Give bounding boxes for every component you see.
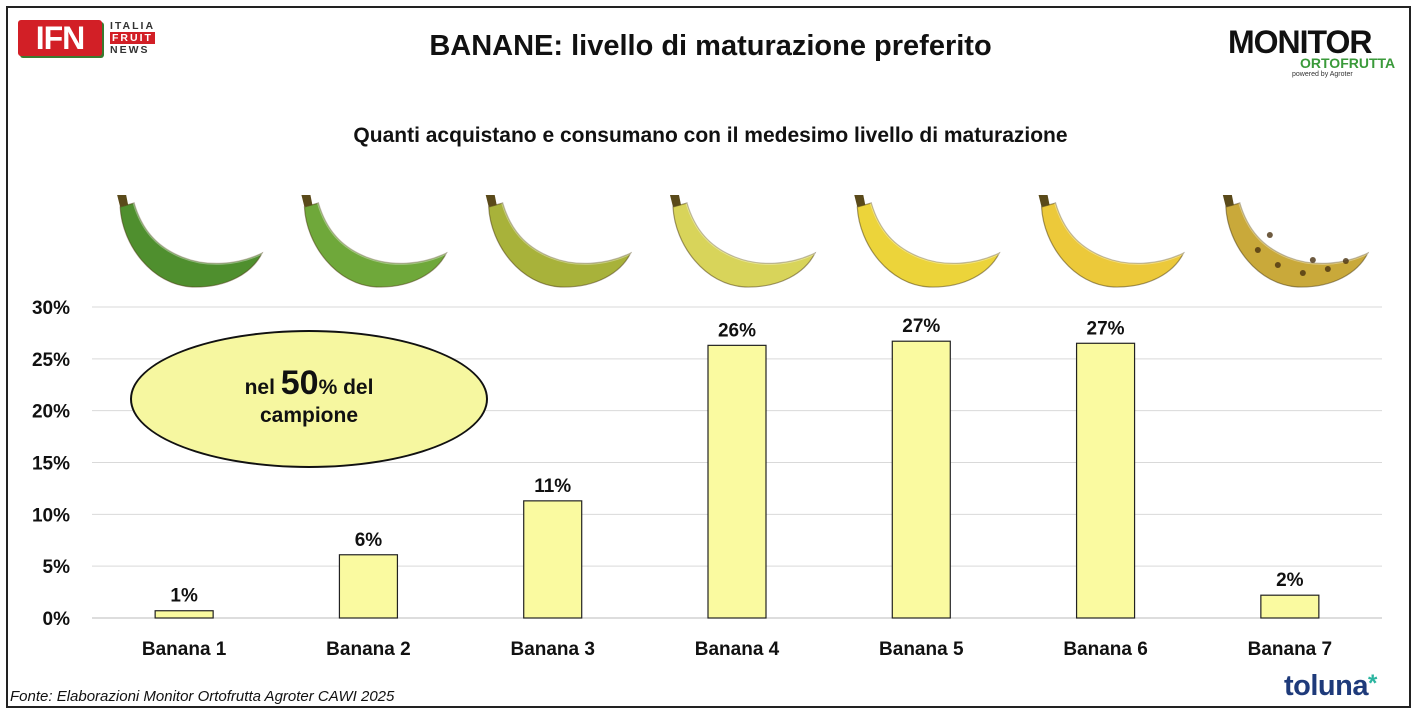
callout-big-number: 50	[280, 363, 319, 402]
bar	[1260, 594, 1320, 619]
y-tick-label: 15%	[32, 454, 70, 475]
y-tick-label: 0%	[43, 609, 71, 630]
data-label: 11%	[534, 476, 571, 497]
ifn-logo-line3: NEWS	[110, 44, 150, 56]
chart-title: BANANE: livello di maturazione preferito	[429, 30, 992, 62]
data-label: 2%	[1276, 570, 1304, 591]
data-label: 27%	[1087, 318, 1125, 339]
banana-images	[117, 195, 1370, 288]
bar	[891, 340, 951, 619]
monitor-logo-sub: ORTOFRUTTA	[1300, 55, 1396, 71]
source-note: Fonte: Elaborazioni Monitor Ortofrutta A…	[10, 688, 395, 705]
data-label: 27%	[902, 316, 940, 337]
data-label: 26%	[718, 320, 756, 341]
x-category-label: Banana 6	[1063, 639, 1147, 660]
x-category-label: Banana 1	[142, 639, 227, 660]
x-category-label: Banana 5	[879, 639, 964, 660]
y-tick-label: 10%	[32, 505, 70, 526]
banana-icon	[854, 195, 1001, 288]
toluna-logo: toluna*	[1284, 670, 1377, 703]
data-labels: 1% 6% 11% 26% 27% 27% 2%	[170, 316, 1303, 607]
y-tick-label: 20%	[32, 402, 70, 423]
toluna-word: toluna	[1284, 670, 1369, 702]
x-category-label: Banana 4	[695, 639, 780, 660]
ifn-logo: IFN ITALIA FRUIT NEWS	[18, 20, 168, 60]
toluna-star-icon: *	[1368, 670, 1377, 697]
bar	[1075, 342, 1136, 619]
y-axis: 0% 5% 10% 15% 20% 25% 30%	[32, 298, 70, 630]
banana-icon	[301, 195, 448, 288]
ifn-logo-line2: FRUIT	[110, 32, 155, 44]
bar	[707, 344, 767, 619]
bars	[154, 340, 1320, 619]
x-category-label: Banana 2	[326, 639, 410, 660]
callout-line2: campione	[259, 403, 359, 427]
banana-icon	[1222, 195, 1370, 288]
x-axis: Banana 1 Banana 2 Banana 3 Banana 4 Banana 5…	[142, 639, 1332, 660]
bar	[154, 610, 214, 619]
callout-line1: nel 50% del	[244, 366, 374, 402]
banana-icon	[670, 195, 817, 288]
data-label: 6%	[355, 530, 383, 551]
monitor-logo-powered: powered by Agroter	[1292, 71, 1353, 78]
monitor-ortofrutta-logo: MONITOR ORTOFRUTTA powered by Agroter	[1228, 24, 1403, 84]
banana-icon	[117, 195, 264, 288]
banana-icon	[485, 195, 633, 288]
y-tick-label: 5%	[43, 557, 71, 578]
bar	[338, 554, 399, 619]
callout-suffix: % del	[318, 375, 374, 399]
ifn-logo-mark: IFN	[18, 20, 102, 56]
callout-ellipse: nel 50% del campione	[130, 330, 488, 468]
chart-subtitle: Quanti acquistano e consumano con il med…	[353, 124, 1068, 147]
y-tick-label: 25%	[32, 350, 70, 371]
x-category-label: Banana 7	[1248, 639, 1332, 660]
banana-icon	[1038, 195, 1185, 288]
data-label: 1%	[170, 586, 198, 607]
y-tick-label: 30%	[32, 298, 70, 319]
monitor-logo-word: MONITOR	[1228, 24, 1373, 60]
callout-prefix: nel	[244, 375, 281, 399]
ifn-logo-line1: ITALIA	[110, 20, 156, 32]
bar	[523, 500, 583, 619]
x-category-label: Banana 3	[510, 639, 594, 660]
